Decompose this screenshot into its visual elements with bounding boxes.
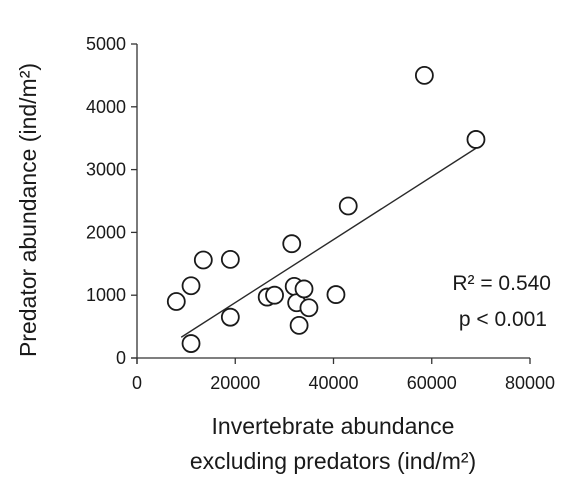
- y-tick-label: 2000: [86, 222, 126, 242]
- x-tick-label: 80000: [505, 373, 555, 393]
- regression-line: [180, 147, 477, 338]
- data-point: [299, 298, 319, 318]
- axes: 0 1000 2000 3000 4000 5000 0 20000 40000 60000 800…: [86, 34, 555, 393]
- y-tick-label: 5000: [86, 34, 126, 54]
- x-axis-label-line2: excluding predators (ind/m²): [190, 448, 476, 474]
- data-point: [294, 279, 314, 299]
- data-point: [289, 315, 309, 335]
- x-tick-label: 20000: [210, 373, 260, 393]
- data-point: [466, 130, 486, 149]
- x-tick-label: 0: [132, 373, 142, 393]
- p-value-annotation: p < 0.001: [459, 308, 547, 331]
- data-point: [193, 250, 213, 270]
- data-point: [181, 276, 201, 296]
- data-point: [166, 292, 186, 311]
- x-tick-label: 40000: [308, 373, 358, 393]
- y-tick-label: 0: [116, 348, 126, 368]
- data-point: [338, 196, 358, 216]
- data-points: [166, 66, 486, 353]
- data-point: [265, 285, 284, 305]
- data-point: [326, 285, 346, 304]
- y-tick-label: 3000: [86, 160, 126, 180]
- y-tick-label: 1000: [86, 285, 126, 305]
- y-tick-label: 4000: [86, 97, 126, 117]
- data-point: [220, 307, 240, 327]
- x-axis-label-line1: Invertebrate abundance: [212, 413, 455, 439]
- x-tick-label: 60000: [407, 373, 457, 393]
- trendline-layer: [180, 147, 477, 338]
- r-squared-annotation: R² = 0.540: [452, 272, 551, 295]
- data-point: [282, 234, 302, 254]
- data-point: [181, 334, 201, 353]
- data-point: [220, 250, 240, 269]
- y-axis-label: Predator abundance (ind/m²): [15, 63, 41, 357]
- data-point: [414, 66, 434, 85]
